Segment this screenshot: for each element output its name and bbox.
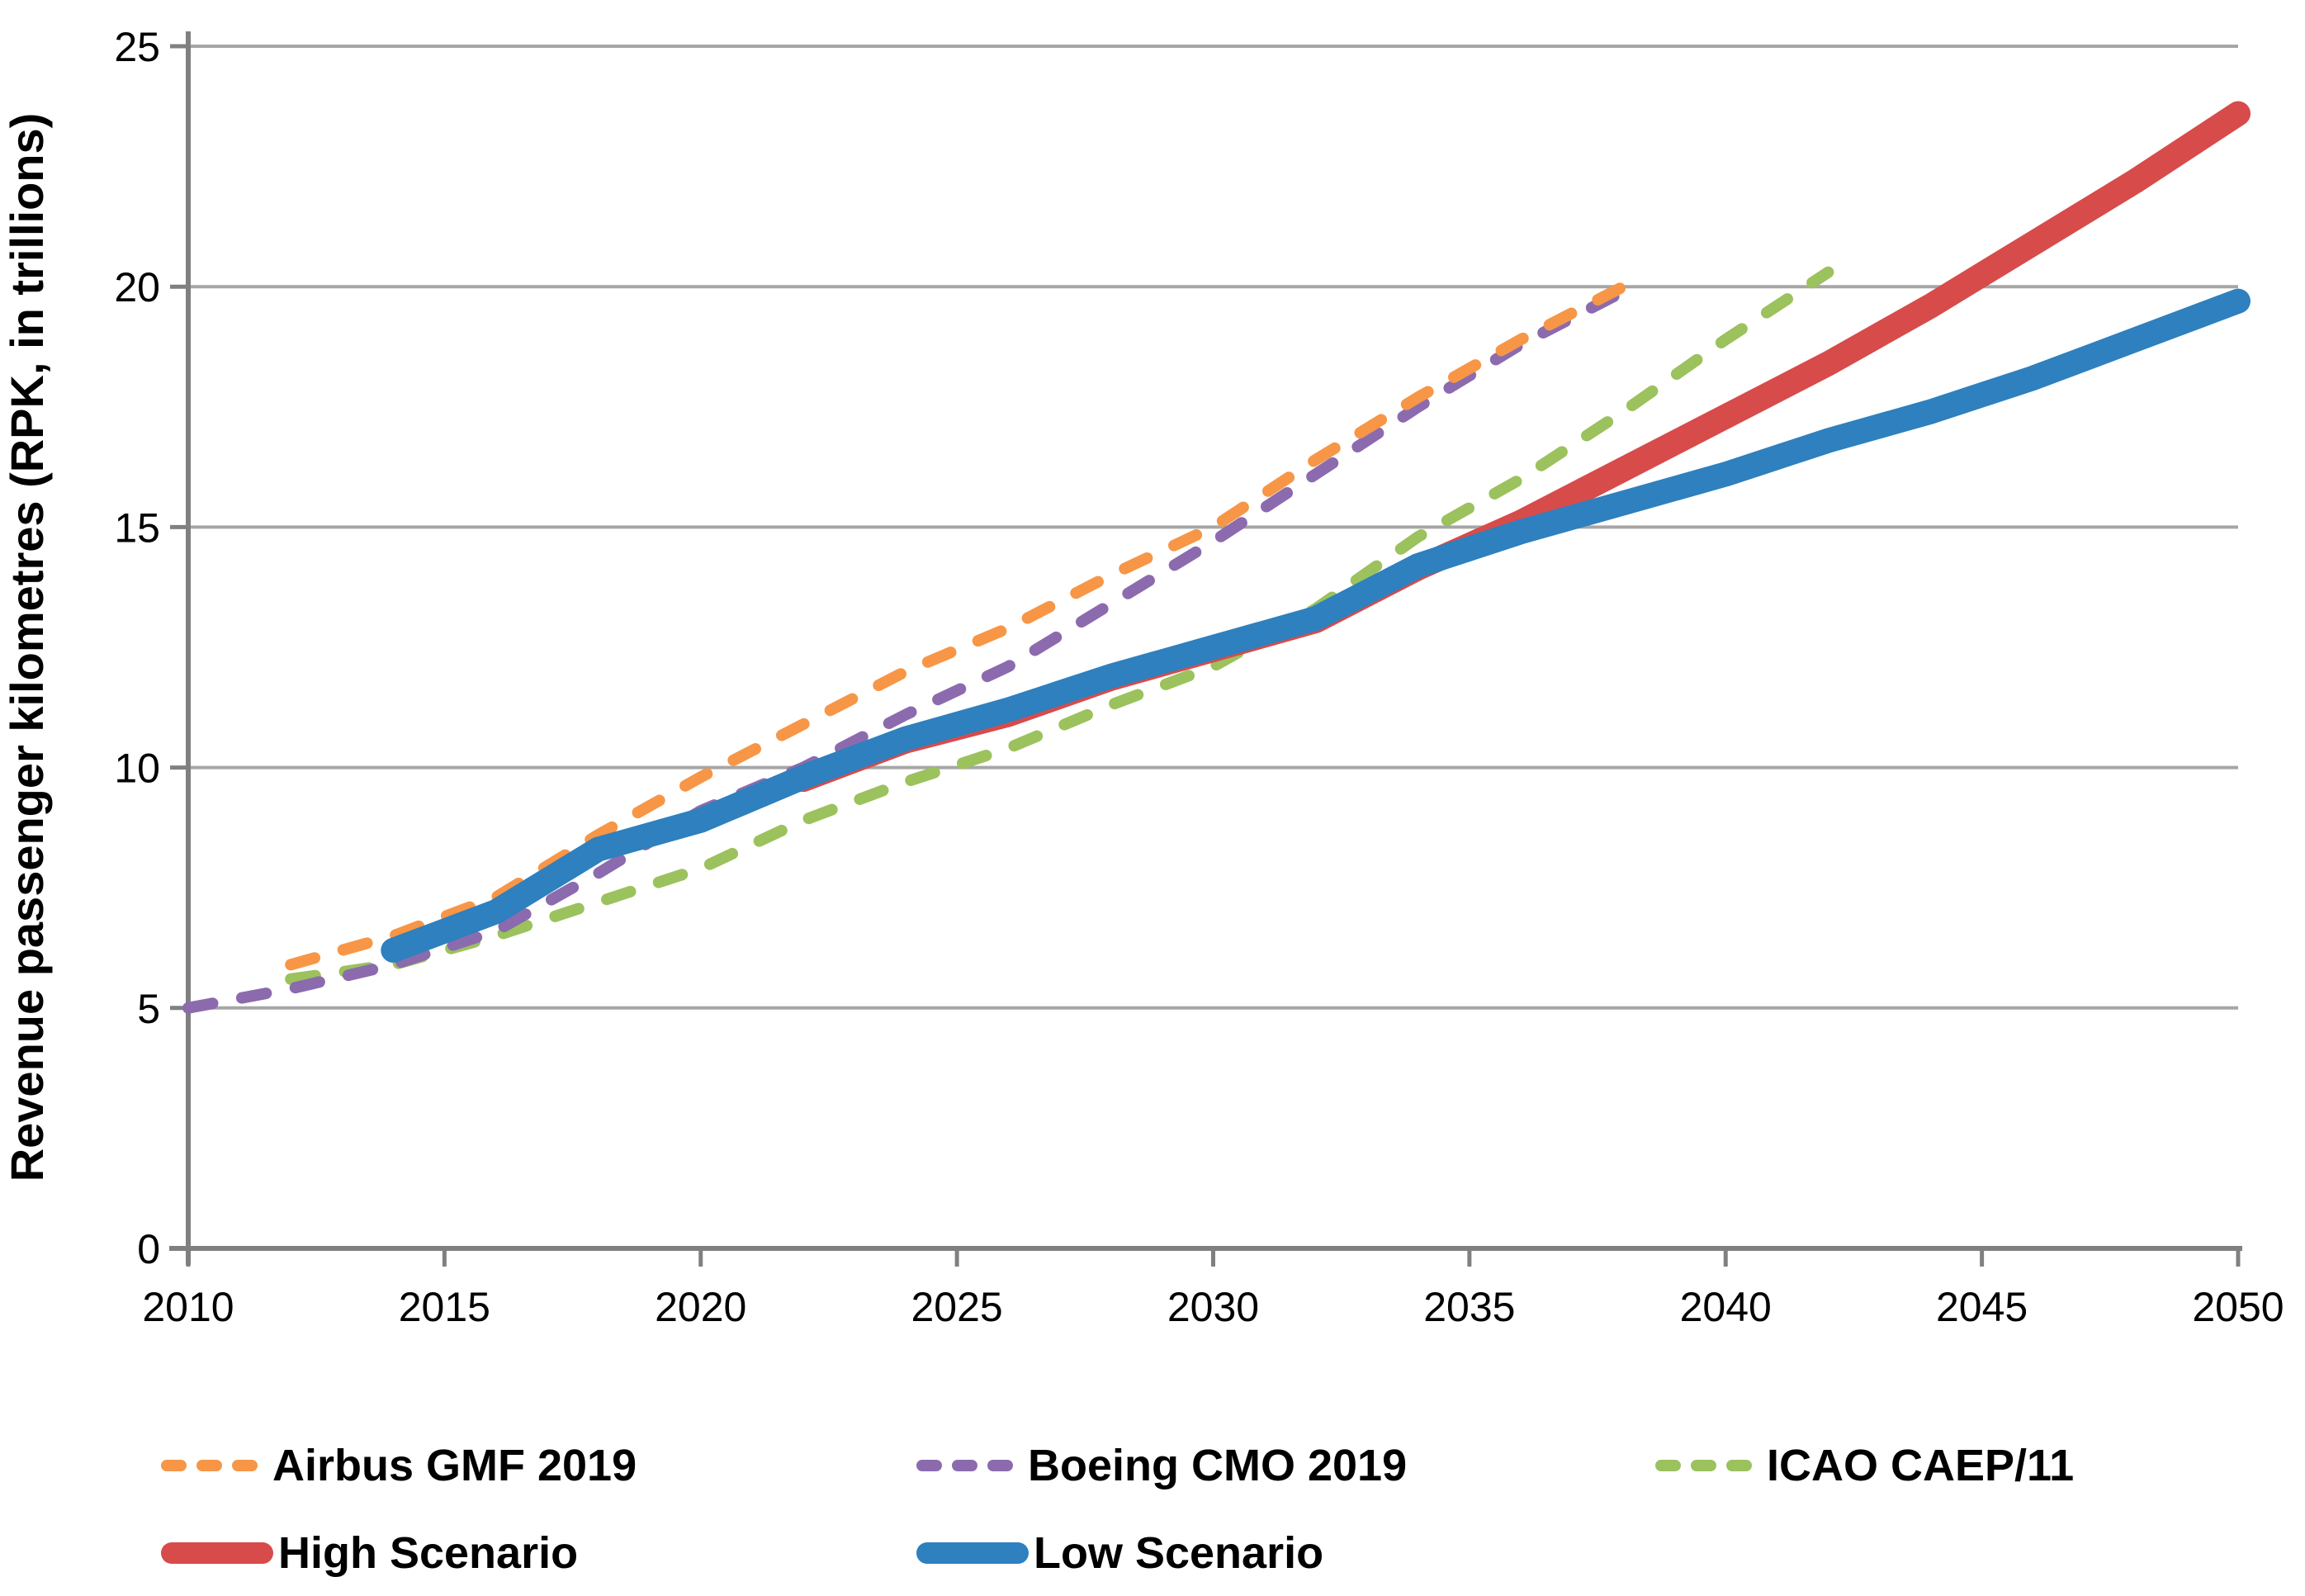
series-line-airbus-gmf-2019 (285, 281, 1630, 971)
y-tick-label-15: 15 (114, 504, 160, 551)
legend-swatch-airbus-gmf-2019 (161, 1460, 258, 1471)
y-tick-label-0: 0 (137, 1226, 160, 1272)
legend-label-high-scenario: High Scenario (278, 1528, 579, 1578)
x-tick-label-2015: 2015 (399, 1284, 490, 1330)
y-tick-label-10: 10 (114, 746, 160, 792)
x-tick-label-2025: 2025 (911, 1284, 1003, 1330)
legend-swatch-boeing-cmo-2019 (916, 1460, 1013, 1471)
x-tick-label-2010: 2010 (142, 1284, 234, 1330)
x-tick-label-2020: 2020 (655, 1284, 746, 1330)
legend-item-airbus-gmf-2019: Airbus GMF 2019 (161, 1438, 637, 1493)
y-tick-label-20: 20 (114, 264, 160, 310)
x-tick-label-2030: 2030 (1167, 1284, 1259, 1330)
legend-swatch-low-scenario (916, 1542, 1029, 1564)
y-tick-label-25: 25 (114, 24, 160, 70)
series-line-icao-caep-11 (285, 266, 1834, 985)
legend-label-boeing-cmo-2019: Boeing CMO 2019 (1028, 1441, 1408, 1490)
legend-label-icao-caep-11: ICAO CAEP/11 (1767, 1441, 2075, 1490)
legend-label-airbus-gmf-2019: Airbus GMF 2019 (272, 1441, 637, 1490)
y-tick-label-5: 5 (137, 986, 160, 1032)
series-line-high-scenario (790, 101, 2251, 793)
y-axis-title: Revenue passenger kilometres (RPK, in tr… (1, 113, 53, 1182)
x-tick-label-2045: 2045 (1936, 1284, 2028, 1330)
series-line-boeing-cmo-2019 (182, 286, 1630, 1014)
legend-item-low-scenario: Low Scenario (916, 1526, 1323, 1580)
legend-swatch-icao-caep-11 (1655, 1460, 1752, 1471)
legend-item-boeing-cmo-2019: Boeing CMO 2019 (916, 1438, 1407, 1493)
x-tick-label-2035: 2035 (1423, 1284, 1515, 1330)
legend-item-icao-caep-11: ICAO CAEP/11 (1655, 1438, 2074, 1493)
legend-item-high-scenario: High Scenario (161, 1526, 578, 1580)
series-line-low-scenario (381, 288, 2251, 963)
x-tick-label-2040: 2040 (1680, 1284, 1772, 1330)
legend-label-low-scenario: Low Scenario (1034, 1528, 1324, 1578)
x-tick-label-2050: 2050 (2192, 1284, 2284, 1330)
legend-swatch-high-scenario (161, 1542, 273, 1564)
